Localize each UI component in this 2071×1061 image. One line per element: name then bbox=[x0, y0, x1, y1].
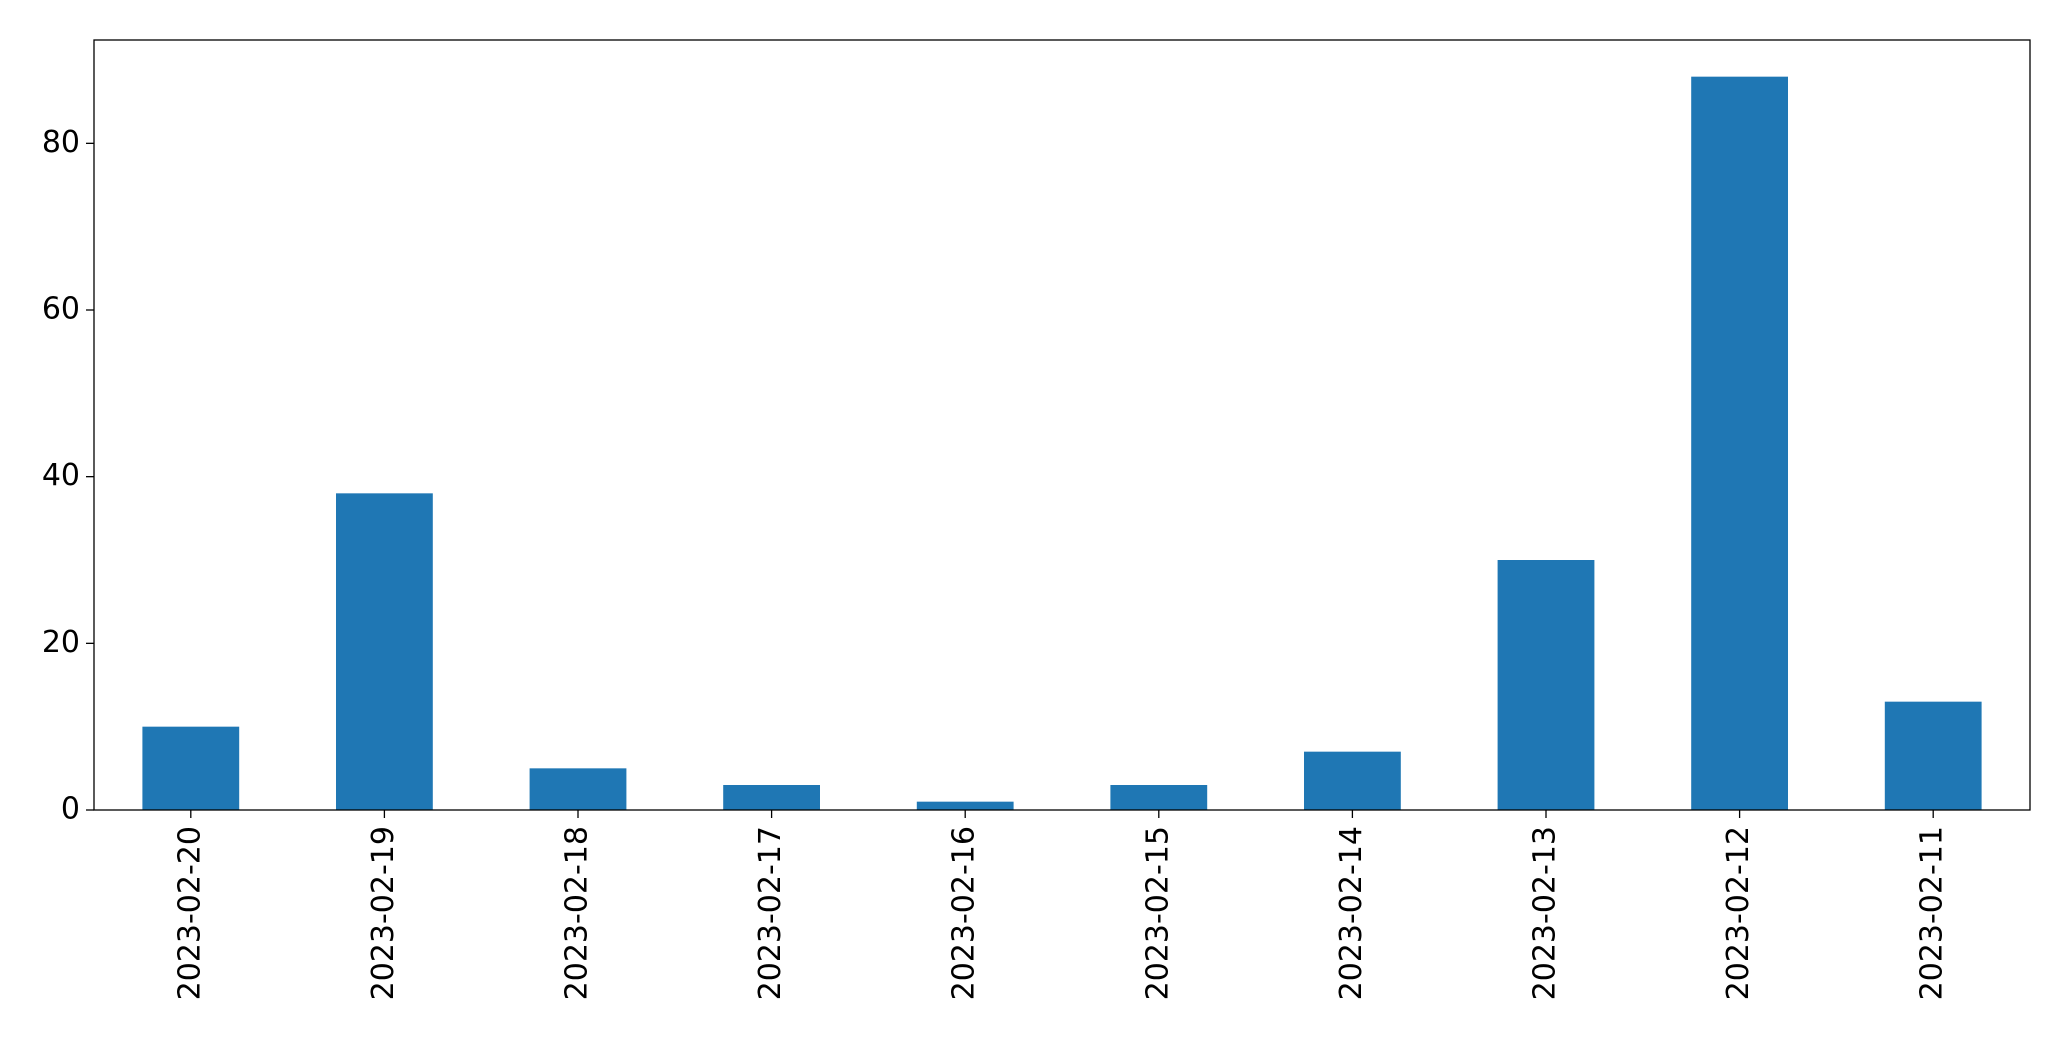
bar bbox=[1304, 751, 1401, 810]
x-tick-label: 2023-02-15 bbox=[1140, 826, 1175, 1000]
x-tick-label: 2023-02-20 bbox=[172, 826, 207, 1000]
x-tick-label: 2023-02-14 bbox=[1334, 826, 1369, 1000]
bar bbox=[1691, 76, 1788, 810]
bar bbox=[1884, 701, 1982, 810]
bar bbox=[1110, 785, 1208, 810]
bar bbox=[1497, 560, 1595, 810]
bar bbox=[529, 768, 627, 810]
x-tick-label: 2023-02-11 bbox=[1915, 826, 1950, 1000]
x-tick-label: 2023-02-13 bbox=[1528, 826, 1563, 1000]
x-tick-label: 2023-02-12 bbox=[1721, 826, 1756, 1000]
y-tick-label: 80 bbox=[42, 125, 80, 160]
y-tick-label: 60 bbox=[42, 292, 80, 327]
axes-frame bbox=[93, 39, 2031, 811]
y-tick-label: 20 bbox=[42, 625, 80, 660]
bar bbox=[142, 726, 240, 810]
y-tick-label: 40 bbox=[42, 458, 80, 493]
bar bbox=[916, 801, 1014, 810]
y-tick-label: 0 bbox=[61, 792, 80, 827]
bar bbox=[336, 493, 433, 810]
x-tick-label: 2023-02-17 bbox=[753, 826, 788, 1000]
x-tick-label: 2023-02-18 bbox=[560, 826, 595, 1000]
bar bbox=[723, 785, 820, 810]
x-tick-label: 2023-02-19 bbox=[366, 826, 401, 1000]
x-tick-label: 2023-02-16 bbox=[947, 826, 982, 1000]
